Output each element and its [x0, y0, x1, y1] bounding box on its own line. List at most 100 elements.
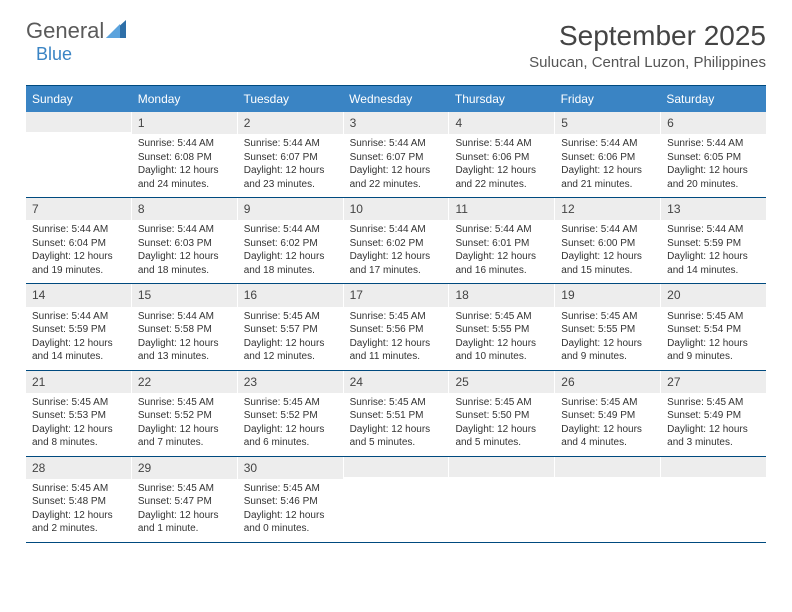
day-number: 23	[238, 371, 343, 393]
sunrise-text: Sunrise: 5:44 AM	[138, 310, 231, 324]
day-cell: 25Sunrise: 5:45 AMSunset: 5:50 PMDayligh…	[448, 371, 554, 456]
day-cell-body: Sunrise: 5:45 AMSunset: 5:57 PMDaylight:…	[238, 307, 343, 370]
day-cell-body: Sunrise: 5:45 AMSunset: 5:56 PMDaylight:…	[344, 307, 449, 370]
day-cell: 12Sunrise: 5:44 AMSunset: 6:00 PMDayligh…	[554, 198, 660, 283]
day-cell-body: Sunrise: 5:44 AMSunset: 6:03 PMDaylight:…	[132, 220, 237, 283]
day-number	[661, 457, 766, 477]
sunrise-text: Sunrise: 5:45 AM	[138, 396, 231, 410]
day-cell-body: Sunrise: 5:44 AMSunset: 6:06 PMDaylight:…	[449, 134, 554, 197]
sunset-text: Sunset: 5:57 PM	[244, 323, 337, 337]
day-cell: 28Sunrise: 5:45 AMSunset: 5:48 PMDayligh…	[26, 457, 131, 542]
day-cell-body: Sunrise: 5:45 AMSunset: 5:48 PMDaylight:…	[26, 479, 131, 542]
day-number: 12	[555, 198, 660, 220]
day-cell-body: Sunrise: 5:45 AMSunset: 5:52 PMDaylight:…	[132, 393, 237, 456]
day-cell-body: Sunrise: 5:44 AMSunset: 6:06 PMDaylight:…	[555, 134, 660, 197]
daylight-text: Daylight: 12 hours and 18 minutes.	[138, 250, 231, 277]
title-block: September 2025 Sulucan, Central Luzon, P…	[529, 20, 766, 71]
sunrise-text: Sunrise: 5:45 AM	[561, 310, 654, 324]
sunrise-text: Sunrise: 5:44 AM	[244, 137, 337, 151]
day-cell: 11Sunrise: 5:44 AMSunset: 6:01 PMDayligh…	[448, 198, 554, 283]
day-number: 27	[661, 371, 766, 393]
sunset-text: Sunset: 5:56 PM	[350, 323, 443, 337]
daylight-text: Daylight: 12 hours and 14 minutes.	[667, 250, 760, 277]
sunrise-text: Sunrise: 5:45 AM	[244, 310, 337, 324]
daylight-text: Daylight: 12 hours and 8 minutes.	[32, 423, 125, 450]
daylight-text: Daylight: 12 hours and 19 minutes.	[32, 250, 125, 277]
sunrise-text: Sunrise: 5:44 AM	[455, 137, 548, 151]
logo-triangle-icon	[106, 20, 126, 42]
daylight-text: Daylight: 12 hours and 21 minutes.	[561, 164, 654, 191]
day-number: 7	[26, 198, 131, 220]
sunset-text: Sunset: 5:59 PM	[667, 237, 760, 251]
daylight-text: Daylight: 12 hours and 13 minutes.	[138, 337, 231, 364]
day-cell-body: Sunrise: 5:44 AMSunset: 6:04 PMDaylight:…	[26, 220, 131, 283]
daylight-text: Daylight: 12 hours and 22 minutes.	[350, 164, 443, 191]
day-cell-body: Sunrise: 5:45 AMSunset: 5:49 PMDaylight:…	[555, 393, 660, 456]
day-number: 21	[26, 371, 131, 393]
sunrise-text: Sunrise: 5:45 AM	[667, 396, 760, 410]
daylight-text: Daylight: 12 hours and 16 minutes.	[455, 250, 548, 277]
day-cell-body: Sunrise: 5:44 AMSunset: 5:59 PMDaylight:…	[661, 220, 766, 283]
day-cell: 10Sunrise: 5:44 AMSunset: 6:02 PMDayligh…	[343, 198, 449, 283]
day-cell: 8Sunrise: 5:44 AMSunset: 6:03 PMDaylight…	[131, 198, 237, 283]
day-cell-body: Sunrise: 5:44 AMSunset: 6:02 PMDaylight:…	[344, 220, 449, 283]
sunrise-text: Sunrise: 5:45 AM	[350, 310, 443, 324]
sunrise-text: Sunrise: 5:44 AM	[350, 223, 443, 237]
day-header-sun: Sunday	[26, 86, 132, 112]
daylight-text: Daylight: 12 hours and 6 minutes.	[244, 423, 337, 450]
sunrise-text: Sunrise: 5:44 AM	[32, 310, 125, 324]
sunset-text: Sunset: 6:07 PM	[350, 151, 443, 165]
sunset-text: Sunset: 6:01 PM	[455, 237, 548, 251]
logo-text-main: General	[26, 20, 104, 42]
week-row: 21Sunrise: 5:45 AMSunset: 5:53 PMDayligh…	[26, 370, 766, 456]
sunset-text: Sunset: 6:02 PM	[350, 237, 443, 251]
day-cell-body: Sunrise: 5:44 AMSunset: 5:59 PMDaylight:…	[26, 307, 131, 370]
day-cell: 7Sunrise: 5:44 AMSunset: 6:04 PMDaylight…	[26, 198, 131, 283]
day-number: 10	[344, 198, 449, 220]
sunset-text: Sunset: 6:03 PM	[138, 237, 231, 251]
day-number: 14	[26, 284, 131, 306]
day-number: 19	[555, 284, 660, 306]
day-cell: 16Sunrise: 5:45 AMSunset: 5:57 PMDayligh…	[237, 284, 343, 369]
sunrise-text: Sunrise: 5:45 AM	[350, 396, 443, 410]
day-cell-body: Sunrise: 5:45 AMSunset: 5:55 PMDaylight:…	[449, 307, 554, 370]
day-cell-body: Sunrise: 5:45 AMSunset: 5:53 PMDaylight:…	[26, 393, 131, 456]
day-number: 4	[449, 112, 554, 134]
day-cell: 29Sunrise: 5:45 AMSunset: 5:47 PMDayligh…	[131, 457, 237, 542]
day-header-wed: Wednesday	[343, 86, 449, 112]
day-number: 3	[344, 112, 449, 134]
day-cell: 18Sunrise: 5:45 AMSunset: 5:55 PMDayligh…	[448, 284, 554, 369]
sunset-text: Sunset: 5:49 PM	[667, 409, 760, 423]
sunrise-text: Sunrise: 5:45 AM	[455, 396, 548, 410]
sunset-text: Sunset: 5:55 PM	[455, 323, 548, 337]
day-cell-body: Sunrise: 5:45 AMSunset: 5:55 PMDaylight:…	[555, 307, 660, 370]
sunset-text: Sunset: 5:50 PM	[455, 409, 548, 423]
sunrise-text: Sunrise: 5:44 AM	[561, 137, 654, 151]
day-cell: 30Sunrise: 5:45 AMSunset: 5:46 PMDayligh…	[237, 457, 343, 542]
day-cell: 24Sunrise: 5:45 AMSunset: 5:51 PMDayligh…	[343, 371, 449, 456]
header: General September 2025 Sulucan, Central …	[26, 20, 766, 71]
day-number: 17	[344, 284, 449, 306]
week-row: 7Sunrise: 5:44 AMSunset: 6:04 PMDaylight…	[26, 197, 766, 283]
day-header-fri: Friday	[555, 86, 661, 112]
day-cell-body: Sunrise: 5:45 AMSunset: 5:46 PMDaylight:…	[238, 479, 343, 542]
sunrise-text: Sunrise: 5:45 AM	[455, 310, 548, 324]
day-number: 22	[132, 371, 237, 393]
day-cell: 9Sunrise: 5:44 AMSunset: 6:02 PMDaylight…	[237, 198, 343, 283]
day-cell: 20Sunrise: 5:45 AMSunset: 5:54 PMDayligh…	[660, 284, 766, 369]
daylight-text: Daylight: 12 hours and 23 minutes.	[244, 164, 337, 191]
day-cell	[554, 457, 660, 542]
day-cell: 5Sunrise: 5:44 AMSunset: 6:06 PMDaylight…	[554, 112, 660, 197]
day-number: 18	[449, 284, 554, 306]
sunset-text: Sunset: 5:58 PM	[138, 323, 231, 337]
weeks-container: 1Sunrise: 5:44 AMSunset: 6:08 PMDaylight…	[26, 112, 766, 542]
daylight-text: Daylight: 12 hours and 5 minutes.	[350, 423, 443, 450]
daylight-text: Daylight: 12 hours and 15 minutes.	[561, 250, 654, 277]
day-cell: 14Sunrise: 5:44 AMSunset: 5:59 PMDayligh…	[26, 284, 131, 369]
day-cell	[448, 457, 554, 542]
day-cell: 2Sunrise: 5:44 AMSunset: 6:07 PMDaylight…	[237, 112, 343, 197]
day-number: 28	[26, 457, 131, 479]
day-number: 8	[132, 198, 237, 220]
sunset-text: Sunset: 6:00 PM	[561, 237, 654, 251]
logo-text-accent: Blue	[36, 44, 72, 65]
